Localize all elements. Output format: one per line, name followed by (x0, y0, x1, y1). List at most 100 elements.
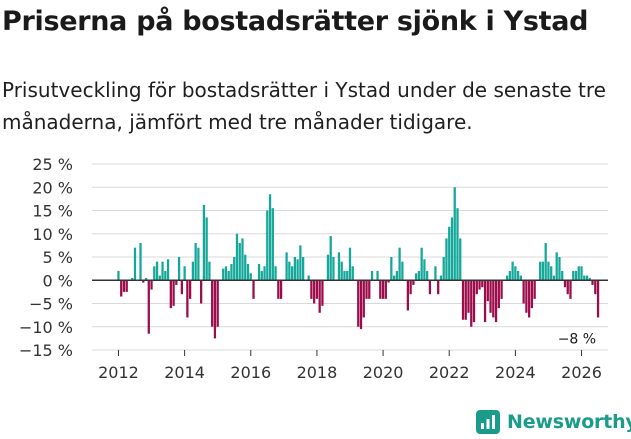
bar (569, 280, 572, 299)
x-tick-label: 2020 (363, 363, 404, 382)
bar (550, 266, 553, 281)
bar (285, 252, 288, 281)
bar (508, 270, 511, 281)
bar (189, 280, 192, 299)
bar (180, 280, 183, 295)
bar (348, 247, 352, 281)
bar (318, 280, 321, 313)
x-tick-label: 2018 (297, 363, 338, 382)
bar (574, 270, 578, 281)
bar (445, 238, 448, 281)
bar (577, 266, 580, 281)
bar (572, 270, 575, 281)
bar (257, 263, 261, 281)
bar (522, 280, 525, 304)
bar (155, 261, 159, 281)
bar (293, 257, 296, 281)
bar (417, 270, 421, 281)
bar (125, 280, 128, 292)
bar (120, 280, 123, 297)
bar (139, 243, 142, 281)
bar (426, 270, 429, 281)
bar (202, 204, 206, 281)
bar (266, 210, 269, 281)
bar (547, 261, 550, 281)
bar (200, 280, 203, 304)
bar (191, 261, 195, 281)
bar (164, 270, 167, 281)
newsworthy-logo-icon (476, 410, 500, 434)
bar (194, 243, 197, 281)
bar (277, 280, 280, 299)
x-tick-label: 2022 (429, 363, 470, 382)
chart-subtitle: Prisutveckling för bostadsrätter i Ystad… (2, 78, 606, 134)
bar (470, 280, 473, 327)
bar (467, 280, 470, 313)
bar (439, 275, 443, 281)
bar (539, 261, 542, 281)
bar (321, 280, 324, 306)
bar (459, 238, 462, 281)
bar (505, 275, 509, 281)
bar (420, 247, 423, 281)
y-tick-label: 20 % (32, 178, 73, 197)
bar (227, 270, 230, 281)
bar (412, 280, 415, 285)
bar (302, 257, 305, 281)
bar (481, 280, 484, 288)
bar (197, 247, 200, 281)
bar (489, 280, 492, 313)
bar (343, 270, 346, 281)
y-axis: 25 % 20 % 15 % 10 % 5 % 0 % −5 % −10 % −15 % (19, 155, 608, 360)
bar (544, 243, 547, 281)
y-tick-label: −15 % (19, 341, 73, 360)
bar (486, 280, 489, 302)
y-tick-label: 25 % (32, 155, 73, 174)
bar (326, 254, 330, 281)
y-tick-label: −10 % (19, 318, 73, 337)
bar (222, 268, 225, 281)
bar (500, 280, 503, 299)
bar (423, 259, 426, 281)
bar (307, 275, 310, 281)
y-tick-label: 15 % (32, 202, 73, 221)
bar (525, 280, 528, 313)
bar (472, 280, 476, 323)
bar (384, 280, 387, 299)
bar (566, 280, 569, 295)
bar (131, 277, 134, 281)
bar (183, 266, 186, 281)
bar (296, 259, 299, 281)
bar (235, 233, 239, 281)
bar (483, 280, 487, 323)
bar (290, 266, 294, 281)
bar (233, 257, 236, 281)
bar (340, 261, 343, 281)
bar (588, 277, 591, 281)
bar (362, 280, 365, 318)
bar (268, 194, 272, 281)
bar (246, 263, 250, 281)
bar (332, 257, 335, 281)
bar (329, 236, 332, 281)
y-tick-label: 0 % (43, 271, 73, 290)
brand-name: Newsworthy (507, 411, 631, 433)
bar (158, 275, 161, 281)
bar (585, 275, 589, 281)
bar (133, 247, 137, 281)
bar (244, 254, 247, 281)
bar (519, 275, 523, 281)
bar (428, 280, 432, 295)
bar (591, 280, 594, 285)
bar (395, 270, 398, 281)
bar (279, 280, 283, 299)
newsworthy-logo: Newsworthy (476, 406, 631, 438)
bar (249, 273, 252, 281)
bar (561, 270, 564, 281)
bar (142, 280, 145, 283)
bar (150, 280, 153, 290)
bar (224, 266, 228, 281)
bar (437, 280, 440, 295)
last-value-annotation: −8 % (558, 331, 596, 347)
bar (450, 217, 454, 281)
